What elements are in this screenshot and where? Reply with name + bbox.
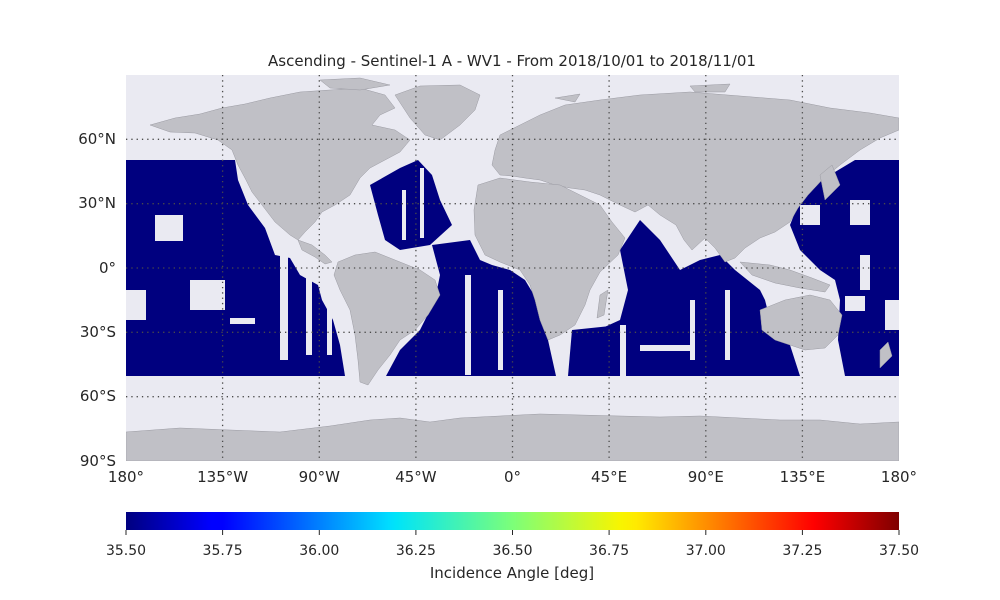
lat-label: 60°N: [78, 130, 116, 148]
lon-label: 0°: [504, 468, 521, 486]
colorbar-tick-label: 36.50: [492, 543, 532, 559]
lon-label: 90°E: [688, 468, 724, 486]
japan: [819, 164, 841, 201]
arctic-islands: [319, 77, 391, 91]
colorbar-tick-label: 36.75: [589, 543, 629, 559]
colorbar-tick-label: 37.50: [879, 543, 919, 559]
colorbar-tick-label: 37.00: [686, 543, 726, 559]
lat-label: 0°: [99, 259, 116, 277]
colorbar-tick-label: 35.75: [203, 543, 243, 559]
lat-label: 30°S: [80, 323, 116, 341]
central-america: [297, 239, 333, 265]
colorbar-tick-labels: 35.50 35.75 36.00 36.25 36.50 36.75 37.0…: [106, 543, 919, 559]
south-america: [333, 251, 441, 386]
colorbar-tick-label: 35.50: [106, 543, 146, 559]
lat-label: 30°N: [78, 194, 116, 212]
lat-label: 90°S: [80, 452, 116, 470]
lon-label: 135°E: [780, 468, 826, 486]
lon-label: 180°: [108, 468, 144, 486]
new-zealand: [879, 341, 893, 369]
greenland: [394, 84, 481, 141]
longitude-labels: 180° 135°W 90°W 45°W 0° 45°E 90°E 135°E …: [108, 468, 917, 486]
colorbar-tick-label: 36.00: [299, 543, 339, 559]
data-swaths: [126, 160, 899, 376]
north-america: [149, 87, 411, 241]
lat-label: 60°S: [80, 387, 116, 405]
africa: [473, 177, 626, 341]
madagascar: [596, 289, 609, 319]
colorbar-label: Incidence Angle [deg]: [430, 564, 594, 582]
colorbar-tick-label: 37.25: [782, 543, 822, 559]
lon-label: 90°W: [299, 468, 341, 486]
lon-label: 45°W: [395, 468, 437, 486]
colorbar-ticks: [125, 530, 900, 535]
lon-label: 45°E: [591, 468, 627, 486]
maritime-southeast-asia: [739, 261, 831, 293]
colorbar-tick-label: 36.25: [396, 543, 436, 559]
australia: [759, 294, 843, 351]
graticule: [126, 75, 899, 461]
lon-label: 135°W: [197, 468, 248, 486]
figure-title: Ascending - Sentinel-1 A - WV1 - From 20…: [268, 52, 756, 70]
latitude-labels: 60°N 30°N 0° 30°S 60°S 90°S: [78, 130, 116, 470]
colorbar: [126, 512, 899, 530]
lon-label: 180°: [881, 468, 917, 486]
